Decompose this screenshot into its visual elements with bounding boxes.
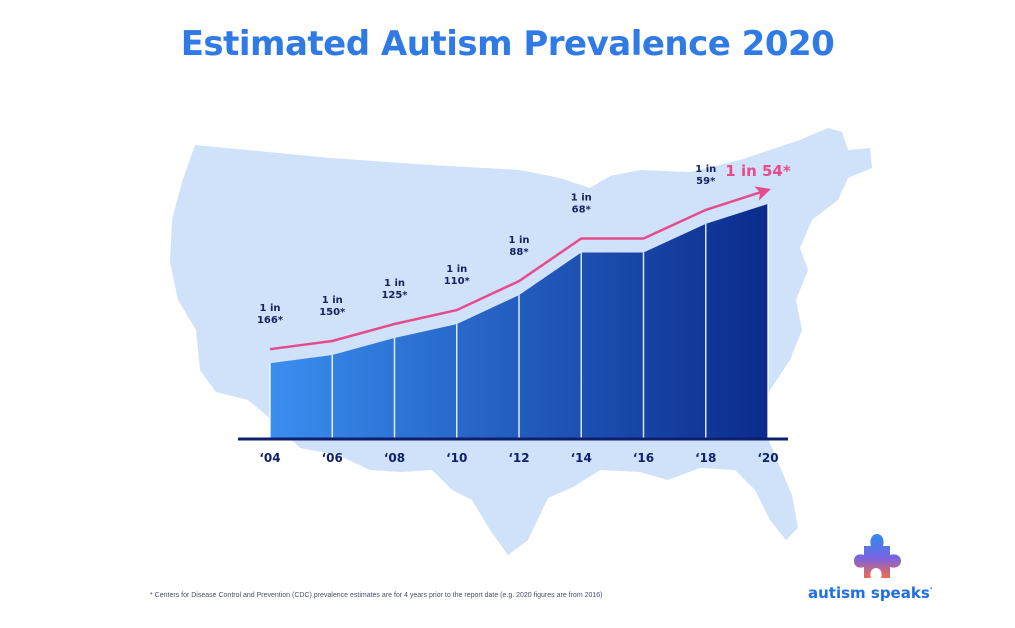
data-label-line1: 1 in [571, 193, 592, 204]
x-tick-label: ‘14 [571, 451, 592, 465]
data-label-line1: 1 in [322, 295, 343, 306]
x-tick-label: ‘04 [259, 451, 280, 465]
data-label-line2: 125* [381, 290, 408, 301]
data-label-line2: 59* [696, 176, 716, 187]
data-label-line2: 68* [572, 205, 592, 216]
data-label-line2: 166* [257, 315, 284, 326]
x-tick-label: ‘18 [695, 451, 716, 465]
data-label-line2: 150* [319, 307, 346, 318]
data-label-line1: 1 in [260, 303, 281, 314]
x-tick-label: ‘08 [384, 451, 405, 465]
x-tick-label: ‘10 [446, 451, 467, 465]
data-label-line1: 1 in [695, 164, 716, 175]
footnote: * Centers for Disease Control and Preven… [150, 592, 603, 599]
autism-speaks-logo: autism speaks· [808, 528, 948, 608]
x-tick-label: ‘20 [757, 451, 778, 465]
data-label-line1: 1 in [384, 278, 405, 289]
x-tick-label: ‘16 [633, 451, 654, 465]
x-tick-label: ‘12 [508, 451, 529, 465]
trend-line [269, 186, 771, 351]
data-label-line1: 1 in [446, 264, 467, 275]
logo-wordmark: autism speaks· [808, 584, 933, 602]
data-label-line2: 110* [444, 276, 471, 287]
puzzle-piece-icon [854, 534, 901, 578]
highlight-label: 1 in 54* [725, 162, 791, 180]
x-tick-label: ‘06 [322, 451, 343, 465]
chart-title: Estimated Autism Prevalence 2020 [180, 24, 835, 64]
data-label-line2: 88* [509, 247, 529, 258]
data-label-line1: 1 in [509, 235, 530, 246]
